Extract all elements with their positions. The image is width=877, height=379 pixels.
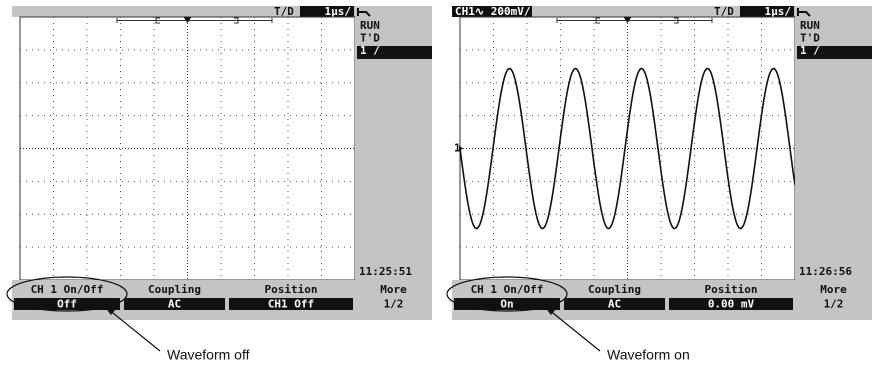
- status-text: 1 /: [360, 44, 380, 57]
- status-text: RUN: [800, 19, 820, 32]
- timebase-label: T/D: [714, 5, 734, 18]
- softkey-value: 1/2: [824, 298, 844, 311]
- softkey-value: 1/2: [384, 298, 404, 311]
- timebase-value: 1μs/: [765, 5, 792, 18]
- timebase-label: T/D: [274, 5, 294, 18]
- softkey-label: CH 1 On/Off: [471, 283, 544, 296]
- softkey-label: Position: [705, 283, 758, 296]
- softkey-value: AC: [168, 298, 181, 311]
- manual-figure: T/D1μs/RUNT'D1 /11:25:51CH 1 On/OffOffCo…: [0, 0, 877, 379]
- status-text: T'D: [360, 32, 380, 45]
- timebase-value: 1μs/: [325, 5, 352, 18]
- softkey-value: On: [500, 298, 513, 311]
- softkey-label: More: [820, 283, 847, 296]
- softkey-label: Position: [265, 283, 318, 296]
- caption: Waveform on: [607, 347, 690, 363]
- softkey-value: AC: [608, 298, 621, 311]
- channel-label: CH1∿ 200mV/: [455, 5, 531, 18]
- softkey-value: Off: [57, 298, 77, 311]
- softkey-value: 0.00 mV: [708, 298, 755, 311]
- softkey-value: CH1 Off: [268, 298, 314, 311]
- clock: 11:25:51: [359, 265, 412, 278]
- softkey-label: Coupling: [588, 283, 641, 296]
- status-text: 1 /: [800, 44, 820, 57]
- status-text: T'D: [800, 32, 820, 45]
- status-text: RUN: [360, 19, 380, 32]
- softkey-label: More: [380, 283, 407, 296]
- caption: Waveform off: [167, 347, 250, 363]
- softkey-label: CH 1 On/Off: [31, 283, 104, 296]
- softkey-label: Coupling: [148, 283, 201, 296]
- clock: 11:26:56: [799, 265, 852, 278]
